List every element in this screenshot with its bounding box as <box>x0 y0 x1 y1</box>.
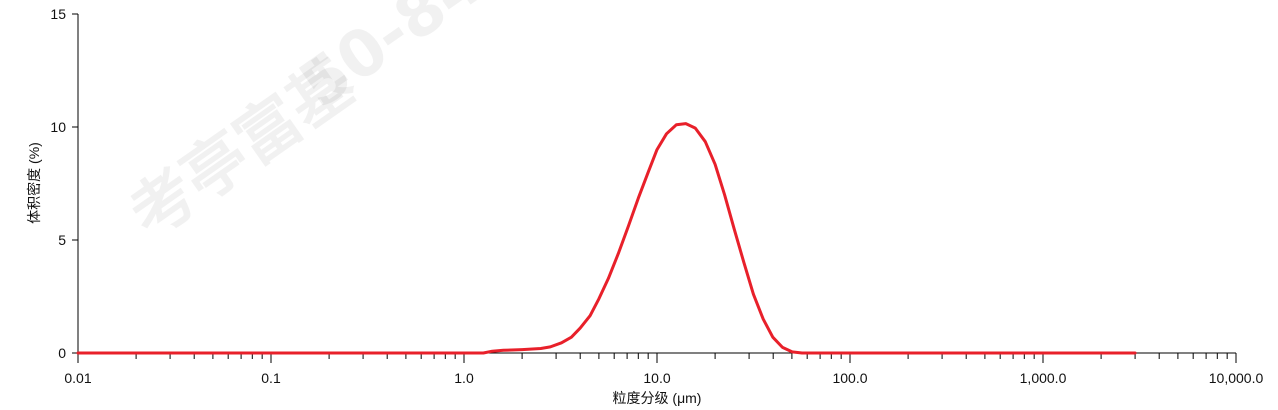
series-layer <box>76 122 1137 355</box>
y-tick-label: 15 <box>50 6 66 22</box>
x-axis-title: 粒度分级 (μm) <box>613 390 702 406</box>
x-tick-label: 0.1 <box>261 370 281 386</box>
watermark-text: 50-84 <box>287 0 497 123</box>
x-tick-label: 10,000.0 <box>1209 370 1264 386</box>
x-tick-label: 0.01 <box>64 370 91 386</box>
y-axis-title: 体积密度 (%) <box>26 142 42 224</box>
series-line <box>76 122 1137 355</box>
x-tick-label: 1,000.0 <box>1020 370 1067 386</box>
x-tick-label: 1.0 <box>454 370 474 386</box>
y-tick-label: 10 <box>50 119 66 135</box>
y-tick-label: 5 <box>58 232 66 248</box>
x-tick-label: 10.0 <box>643 370 670 386</box>
y-tick-label: 0 <box>58 345 66 361</box>
x-tick-label: 100.0 <box>832 370 867 386</box>
axis-labels: 粒度分级 (μm) 体积密度 (%) <box>26 142 701 406</box>
watermark-layer: 考亭富基 50-84 <box>117 0 497 253</box>
